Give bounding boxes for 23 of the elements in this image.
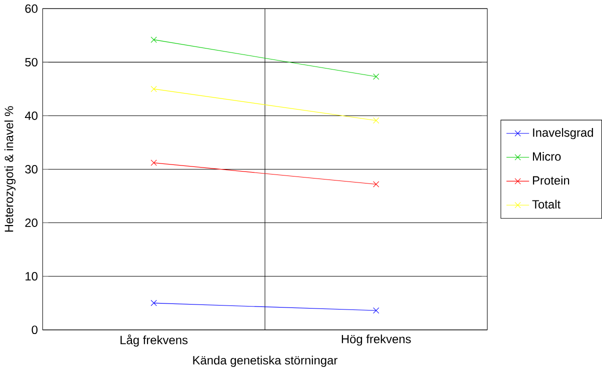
point bbox=[150, 160, 157, 166]
y-axis-title: Heterozygoti & inavel % bbox=[4, 106, 16, 232]
y-tick-label: 0 bbox=[32, 325, 38, 334]
x-tick-label: Låg frekvens bbox=[120, 334, 188, 346]
legend-label: Micro bbox=[532, 152, 561, 161]
point bbox=[150, 36, 157, 43]
point bbox=[150, 86, 157, 92]
y-tick-label: 60 bbox=[25, 4, 38, 13]
y-tick-label: 20 bbox=[25, 218, 38, 227]
legend-label: Inavelsgrad bbox=[533, 128, 593, 140]
y-tick-label: 40 bbox=[24, 111, 38, 120]
legend-label: Totalt bbox=[532, 200, 560, 208]
y-tick-label: 50 bbox=[25, 58, 38, 66]
y-tick-label: 10 bbox=[26, 272, 38, 280]
legend-label: Protein bbox=[532, 176, 570, 185]
point bbox=[373, 73, 380, 80]
y-tick-label: 30 bbox=[25, 164, 38, 174]
x-axis-title: Kända genetiska störningar bbox=[193, 356, 338, 367]
point bbox=[373, 181, 380, 188]
point bbox=[150, 300, 157, 306]
point bbox=[373, 307, 380, 314]
point bbox=[373, 117, 380, 124]
x-tick-label: Hög frekvens bbox=[342, 334, 411, 346]
